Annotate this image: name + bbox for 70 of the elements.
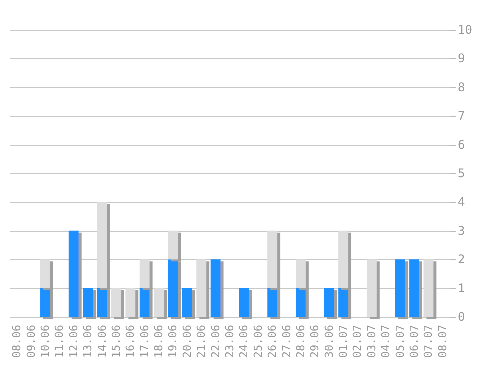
x-tick-label: 08.07 [436, 325, 450, 358]
bar [210, 260, 221, 317]
x-tick-label: 26.06 [266, 325, 280, 358]
bar [196, 260, 207, 317]
bar [324, 288, 334, 317]
x-tick-label: 09.06 [24, 325, 38, 358]
x-tick-label: 15.06 [110, 325, 123, 358]
bar [366, 260, 377, 317]
x-tick-label: 11.06 [53, 325, 66, 358]
bar [296, 288, 306, 317]
x-tick-label: 29.06 [308, 325, 322, 358]
x-tick-label: 21.06 [195, 325, 208, 358]
x-tick-label: 19.06 [166, 325, 180, 358]
x-tick-label: 18.06 [152, 325, 166, 358]
bar [154, 288, 164, 317]
bar [126, 288, 136, 317]
bar [168, 260, 178, 317]
x-tick-label: 22.06 [209, 325, 222, 358]
x-tick-label: 02.07 [351, 325, 364, 358]
x-tick-label: 08.06 [10, 325, 24, 358]
x-tick-label: 06.07 [408, 325, 422, 358]
bar [182, 288, 192, 317]
bar [40, 288, 50, 317]
x-tick-label: 20.06 [180, 325, 194, 358]
x-tick-label: 12.06 [67, 325, 80, 358]
bar [97, 288, 108, 317]
bar [410, 260, 420, 317]
y-tick-label: 0 [458, 310, 466, 324]
bar [140, 260, 150, 288]
bar [424, 260, 434, 317]
bar [111, 288, 122, 317]
y-tick-label: 6 [458, 138, 466, 152]
bar [338, 288, 349, 317]
x-tick-label: 30.06 [322, 325, 336, 358]
bar [97, 202, 108, 288]
y-tick-label: 3 [458, 224, 466, 238]
bar [268, 288, 278, 317]
x-tick-label: 07.07 [422, 325, 436, 358]
x-tick-label: 16.06 [124, 325, 138, 358]
x-tick-label: 04.07 [380, 325, 393, 358]
bar [296, 260, 306, 288]
x-tick-label: 03.07 [365, 325, 378, 358]
x-tick-label: 25.06 [252, 325, 265, 358]
bar [338, 230, 349, 288]
x-tick-label: 10.06 [38, 325, 52, 358]
bar [239, 288, 250, 317]
bar [68, 230, 79, 317]
y-tick-label: 10 [458, 23, 472, 37]
x-tick-label: 14.06 [96, 325, 109, 358]
x-tick-label: 01.07 [337, 325, 350, 358]
x-tick-label: 05.07 [394, 325, 407, 358]
x-tick-label: 24.06 [238, 325, 251, 358]
bar [395, 260, 406, 317]
y-tick-label: 8 [458, 80, 466, 94]
y-tick-label: 2 [458, 252, 466, 267]
y-tick-label: 1 [458, 281, 466, 296]
bar [140, 288, 150, 317]
y-tick-label: 9 [458, 52, 466, 66]
y-tick-label: 5 [458, 166, 466, 180]
bar [168, 230, 178, 260]
bar [268, 230, 278, 288]
bar [40, 260, 50, 288]
x-tick-label: 27.06 [280, 325, 294, 358]
y-tick-label: 7 [458, 109, 466, 124]
x-tick-label: 17.06 [138, 325, 152, 358]
x-tick-label: 23.06 [224, 325, 236, 358]
y-tick-label: 4 [458, 195, 466, 210]
bar [83, 288, 94, 317]
x-tick-label: 28.06 [294, 325, 308, 358]
x-tick-label: 13.06 [82, 325, 95, 358]
